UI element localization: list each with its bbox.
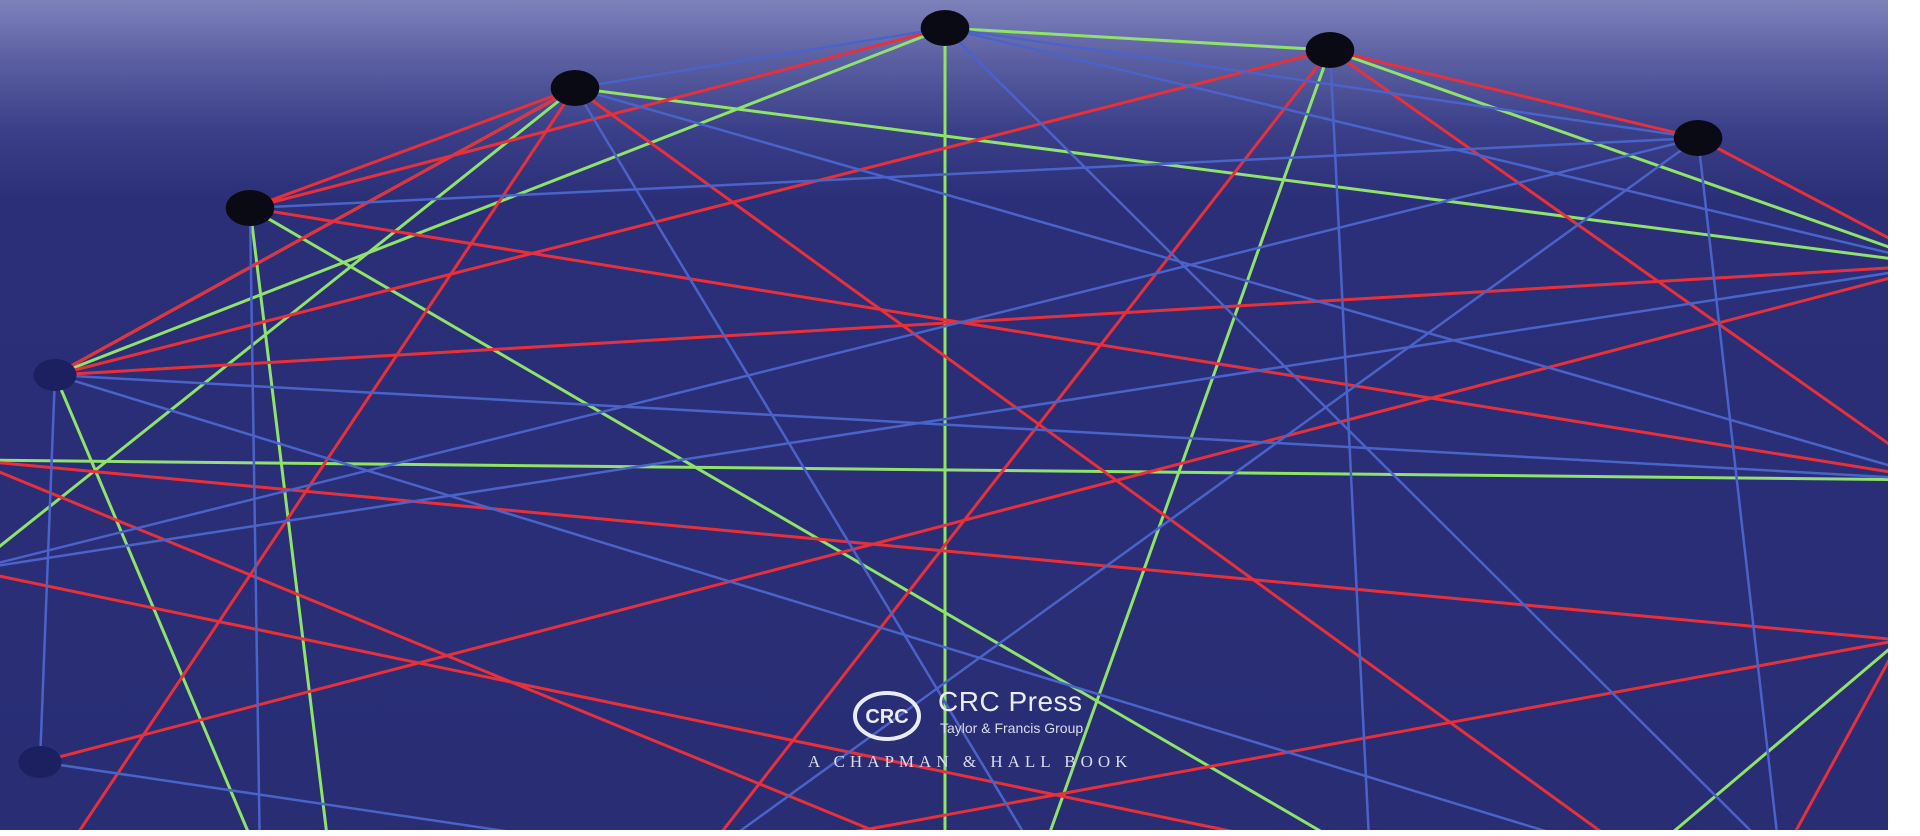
graph-edge — [0, 271, 1888, 567]
graph-edge — [248, 206, 1322, 830]
graph-node — [1305, 32, 1355, 68]
graph-edge — [943, 26, 1700, 140]
graph-edge — [1049, 48, 1332, 830]
graph-edge — [248, 86, 577, 210]
graph-edge — [53, 86, 577, 377]
graph-edge — [0, 136, 1700, 564]
graph-node — [1673, 120, 1723, 156]
graph-edge — [0, 86, 577, 549]
graph-edge — [1328, 48, 1370, 830]
graph-edge — [0, 574, 1233, 830]
graph-edge — [573, 86, 1602, 830]
graph-edge — [1328, 48, 1700, 140]
crc-logo-icon: CRC — [853, 691, 921, 741]
graph-edge — [248, 206, 1888, 474]
graph-edge — [1328, 48, 1888, 446]
graph-edge — [38, 760, 507, 830]
graph-edge — [38, 373, 57, 764]
graph-edge — [943, 26, 1752, 830]
graph-edge — [53, 373, 249, 830]
publisher-block: CRC CRC Press Taylor & Francis Group A C… — [800, 686, 1260, 788]
graph-edges — [0, 26, 1888, 830]
graph-edge — [573, 26, 947, 90]
graph-edge — [573, 86, 1888, 467]
graph-edge — [38, 277, 1888, 764]
graph-edge — [53, 373, 1547, 830]
publisher-group: Taylor & Francis Group — [940, 720, 1084, 736]
graph-edge — [943, 26, 1888, 254]
publisher-name: CRC Press — [938, 686, 1083, 717]
graph-edge — [1794, 658, 1888, 830]
graph-node — [920, 10, 970, 46]
publisher-imprint: A CHAPMAN & HALL BOOK — [808, 752, 1133, 771]
graph-nodes — [18, 10, 1723, 778]
bottom-margin — [0, 830, 1920, 836]
graph-edge — [248, 206, 261, 830]
right-margin — [1888, 0, 1920, 836]
graph-edge — [53, 266, 1888, 377]
graph-node — [225, 190, 275, 226]
graph-node — [550, 70, 600, 106]
graph-edge — [739, 136, 1700, 830]
graph-edge — [855, 640, 1888, 830]
graph-node — [18, 746, 62, 778]
book-cover: CRC CRC Press Taylor & Francis Group A C… — [0, 0, 1888, 830]
network-graph-artwork — [0, 10, 1888, 830]
graph-edge — [53, 373, 1888, 479]
graph-edge — [0, 458, 1888, 481]
crc-logo-text: CRC — [865, 706, 908, 728]
graph-edge — [248, 206, 328, 830]
graph-edge — [721, 48, 1332, 830]
graph-edge — [1696, 136, 1778, 830]
graph-edge — [573, 86, 1888, 260]
graph-edge — [53, 48, 1332, 377]
graph-edge — [0, 470, 876, 830]
graph-edge — [1696, 136, 1888, 240]
graph-edge — [78, 86, 577, 830]
graph-edge — [573, 86, 1024, 830]
graph-edge — [943, 26, 1332, 52]
graph-edge — [1328, 48, 1888, 249]
graph-node — [33, 359, 77, 391]
graph-edge — [1673, 648, 1888, 830]
graph-edge — [248, 26, 947, 210]
